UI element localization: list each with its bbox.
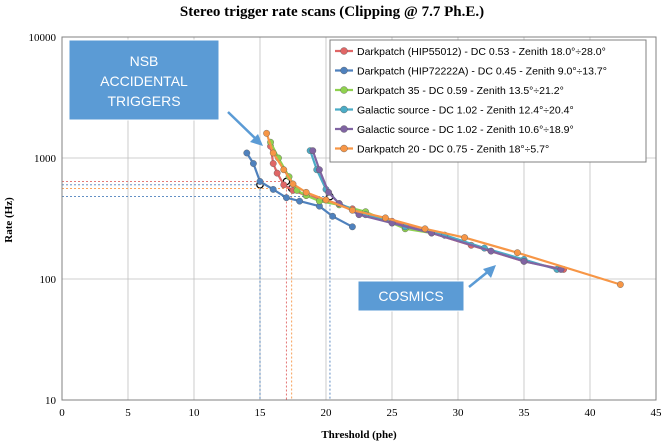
callout-cosmics-text: COSMICS: [378, 288, 443, 304]
data-point: [243, 149, 251, 157]
x-axis-title: Threshold (phe): [321, 429, 397, 441]
x-tick-label: 15: [255, 407, 267, 419]
legend-swatch-marker: [340, 125, 348, 133]
series-6: [263, 129, 624, 288]
x-tick-label: 40: [585, 407, 597, 419]
data-point: [289, 180, 297, 188]
callout-nsb-line3: TRIGGERS: [107, 93, 180, 109]
legend-label: Galactic source - DC 1.02 - Zenith 12.4°…: [357, 105, 574, 117]
legend-item: Darkpatch (HIP55012) - DC 0.53 - Zenith …: [335, 46, 606, 58]
legend-swatch-marker: [340, 144, 348, 153]
data-point: [269, 149, 277, 157]
y-axis-title: Rate (Hz): [3, 197, 15, 243]
legend-swatch-marker: [340, 105, 348, 114]
y-tick-label: 10000: [29, 32, 57, 44]
legend-item: Darkpatch (HIP72222A) - DC 0.45 - Zenith…: [335, 66, 607, 78]
callout-cosmics: COSMICS: [357, 265, 496, 312]
data-point: [325, 188, 333, 196]
x-tick-label: 0: [59, 407, 65, 419]
legend-item: Darkpatch 20 - DC 0.75 - Zenith 18°÷5.7°: [335, 144, 549, 156]
series-line: [311, 150, 562, 271]
legend-swatch-marker: [340, 86, 348, 94]
series-layer: [243, 129, 624, 288]
data-point: [616, 281, 624, 288]
arrow-cosmics-head: [483, 265, 496, 278]
series-5: [309, 147, 565, 273]
data-point: [461, 234, 468, 241]
data-point: [273, 169, 281, 177]
arrow-nsb: [227, 111, 259, 142]
legend: Darkpatch (HIP55012) - DC 0.53 - Zenith …: [329, 39, 647, 163]
legend-label: Galactic source - DC 1.02 - Zenith 10.6°…: [357, 124, 574, 136]
chart-title: Stereo trigger rate scans (Clipping @ 7.…: [180, 4, 484, 20]
callout-cosmics-box: [357, 280, 465, 312]
legend-label: Darkpatch (HIP72222A) - DC 0.45 - Zenith…: [357, 66, 607, 78]
x-tick-label: 35: [519, 407, 531, 419]
data-point: [296, 197, 303, 205]
data-point: [381, 214, 389, 222]
legend-label: Darkpatch 35 - DC 0.59 - Zenith 13.5°÷21…: [357, 85, 564, 97]
arrow-nsb-head: [250, 134, 263, 146]
data-point: [348, 223, 356, 231]
x-tick-label: 45: [651, 407, 663, 419]
reference-lines: [62, 177, 334, 400]
y-tick-label: 1000: [34, 153, 57, 165]
data-point: [348, 206, 356, 214]
x-tick-label: 20: [321, 407, 333, 419]
data-point: [315, 166, 323, 174]
data-point: [269, 160, 277, 167]
legend-item: Galactic source - DC 1.02 - Zenith 10.6°…: [335, 124, 574, 136]
y-tick-label: 100: [40, 274, 57, 286]
data-point: [309, 147, 317, 155]
data-point: [263, 129, 270, 137]
data-point: [322, 196, 330, 204]
plot-frame: [61, 36, 657, 401]
data-point: [514, 249, 521, 257]
data-point: [280, 181, 288, 189]
data-point: [302, 188, 310, 196]
legend-label: Darkpatch (HIP55012) - DC 0.53 - Zenith …: [357, 46, 606, 58]
data-point: [280, 166, 288, 174]
legend-swatch-marker: [340, 47, 348, 55]
legend-label: Darkpatch 20 - DC 0.75 - Zenith 18°÷5.7°: [357, 144, 549, 156]
data-point: [282, 194, 290, 202]
tick-labels: 0 5 10 15 20 25 30 35 40 45 10 100 1000 10000: [29, 32, 663, 419]
callout-nsb-box: [68, 39, 220, 121]
callout-nsb-line2: ACCIDENTAL: [100, 73, 188, 89]
data-point: [421, 225, 429, 233]
legend-box: [329, 39, 647, 163]
callout-nsb-line1: NSB: [130, 53, 159, 69]
x-tick-label: 10: [189, 407, 201, 419]
legend-item: Galactic source - DC 1.02 - Zenith 12.4°…: [335, 105, 574, 117]
x-tick-label: 30: [453, 407, 465, 419]
data-point: [249, 160, 257, 167]
legend-swatch-marker: [340, 66, 348, 75]
legend-item: Darkpatch 35 - DC 0.59 - Zenith 13.5°÷21…: [335, 85, 564, 97]
data-point: [256, 178, 264, 185]
data-point: [520, 257, 528, 265]
callout-nsb: NSB ACCIDENTAL TRIGGERS: [68, 39, 263, 146]
data-point: [269, 186, 277, 193]
x-tick-label: 5: [125, 407, 131, 419]
series-2: [243, 149, 356, 231]
data-point: [487, 247, 495, 255]
y-tick-label: 10: [45, 395, 57, 407]
data-point: [329, 212, 336, 220]
x-tick-label: 25: [387, 407, 399, 419]
